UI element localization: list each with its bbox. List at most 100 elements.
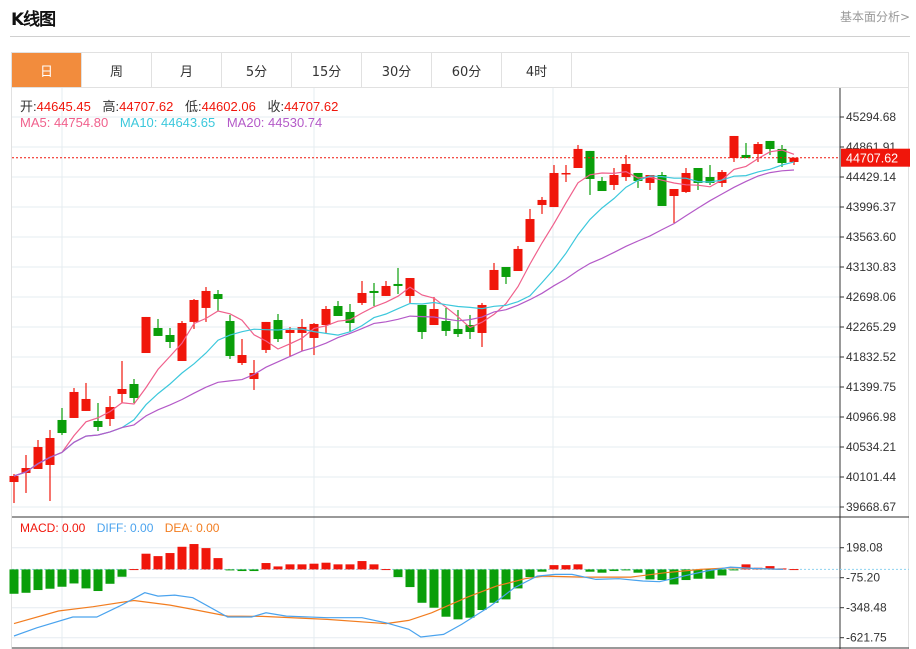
y-tick-label: 40101.44 [846, 470, 896, 484]
macd-bar [201, 548, 211, 570]
macd-bar [381, 569, 391, 571]
candle-up [309, 323, 319, 338]
tab-30min[interactable]: 30分 [362, 53, 432, 87]
tab-4hour[interactable]: 4时 [502, 53, 572, 87]
macd-bar [69, 569, 79, 584]
candle-down [633, 172, 643, 181]
open-value: 44645.45 [36, 99, 91, 114]
dea-value: DEA: 0.00 [164, 521, 220, 535]
ma5-value: MA5: 44754.80 [20, 115, 109, 130]
macd-bar [537, 569, 547, 572]
candle-up [105, 407, 115, 420]
candle-up [69, 391, 79, 418]
y-tick-label: 41399.75 [846, 380, 896, 394]
candle-up [669, 189, 679, 197]
macd-bar [345, 564, 355, 570]
macd-bar [153, 556, 163, 570]
candle-down [165, 334, 175, 342]
candle-down [741, 154, 751, 159]
macd-bar [9, 569, 19, 594]
macd-tick-label: -621.75 [846, 631, 887, 645]
macd-bar [453, 569, 463, 620]
candle-up [609, 174, 619, 185]
candle-up [621, 163, 631, 178]
candle-down [693, 167, 703, 183]
macd-bar [189, 544, 199, 570]
macd-bar [285, 564, 295, 570]
macd-bar [693, 569, 703, 579]
macd-bar [33, 569, 43, 591]
macd-bar [105, 569, 115, 584]
candle-up [237, 355, 247, 363]
macd-tick-label: -348.48 [846, 601, 887, 615]
y-tick-label: 40534.21 [846, 440, 896, 454]
macd-bar [513, 569, 523, 589]
macd-bar [249, 569, 259, 572]
y-tick-label: 43130.83 [846, 260, 896, 274]
candle-down [465, 325, 475, 333]
macd-bar [357, 561, 367, 570]
ma10-value: MA10: 44643.65 [119, 115, 216, 130]
tab-5min[interactable]: 5分 [222, 53, 292, 87]
candle-up [33, 447, 43, 469]
macd-bar [225, 569, 235, 571]
macd-bar [117, 569, 127, 577]
tab-week[interactable]: 周 [82, 53, 152, 87]
candle-up [513, 248, 523, 272]
candle-down [93, 421, 103, 427]
candle-down [213, 294, 223, 300]
candle-up [381, 285, 391, 296]
y-tick-label: 43996.37 [846, 200, 896, 214]
macd-bar [633, 569, 643, 573]
candle-up [753, 144, 763, 154]
candle-up [573, 148, 583, 168]
tab-15min[interactable]: 15分 [292, 53, 362, 87]
fundamental-analysis-link[interactable]: 基本面分析> [839, 10, 910, 24]
ma-legend: MA5: 44754.80 MA10: 44643.65 MA20: 44530… [20, 115, 330, 130]
candle-up [45, 438, 55, 465]
macd-bar [333, 564, 343, 570]
open-label: 开: [20, 99, 37, 114]
period-tabs: 日 周 月 5分 15分 30分 60分 4时 [11, 52, 909, 88]
candle-down [153, 327, 163, 336]
divider [10, 36, 910, 37]
candle-up [549, 172, 559, 208]
tab-day[interactable]: 日 [12, 53, 82, 87]
candle-up [645, 174, 655, 183]
macd-bar [417, 569, 427, 603]
diff-line [13, 566, 784, 638]
candle-down [441, 320, 451, 331]
ma20-value: MA20: 44530.74 [226, 115, 323, 130]
candle-up [81, 398, 91, 411]
candle-down [765, 140, 775, 150]
macd-bar [393, 569, 403, 578]
macd-bar [681, 569, 691, 581]
candle-down [333, 306, 343, 316]
candle-up [729, 135, 739, 159]
candle-up [681, 172, 691, 192]
candle-down [369, 290, 379, 293]
tab-month[interactable]: 月 [152, 53, 222, 87]
y-tick-label: 42265.29 [846, 320, 896, 334]
chart-frame [11, 88, 909, 649]
macd-bar [213, 558, 223, 570]
close-value: 44707.62 [284, 99, 339, 114]
candle-down [417, 304, 427, 333]
candle-up [297, 327, 307, 333]
macd-bar [309, 563, 319, 570]
macd-bar [129, 569, 139, 571]
macd-bar [549, 565, 559, 570]
macd-bar [657, 569, 667, 581]
candle-down [345, 311, 355, 323]
candle-up [789, 157, 799, 163]
macd-bar [141, 553, 151, 570]
macd-bar [609, 569, 619, 572]
candle-up [321, 308, 331, 326]
tab-60min[interactable]: 60分 [432, 53, 502, 87]
macd-bar [741, 564, 751, 570]
macd-bar [369, 564, 379, 570]
macd-bar [297, 564, 307, 570]
macd-bar [261, 563, 271, 570]
y-tick-label: 45294.68 [846, 110, 896, 124]
